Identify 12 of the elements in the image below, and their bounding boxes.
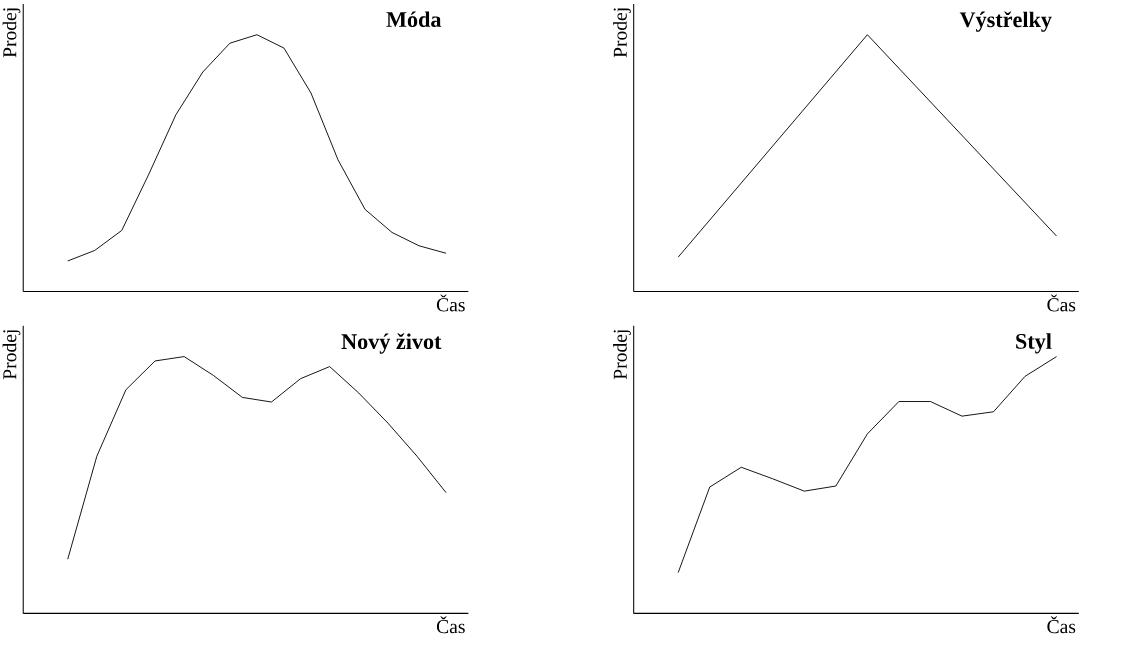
x-axis-title: Čas — [436, 616, 465, 634]
x-axis-title: Čas — [1047, 616, 1076, 634]
y-axis-title: Prodej — [2, 8, 21, 58]
y-axis-title: Prodej — [613, 330, 631, 380]
x-axis-title: Čas — [1047, 294, 1076, 312]
y-axis-title: Prodej — [613, 8, 631, 58]
y-axis-title: Prodej — [2, 330, 21, 380]
chart-title: Styl — [1016, 333, 1052, 354]
x-axis-title: Čas — [436, 294, 465, 312]
chart-title: Výstřelky — [959, 11, 1052, 32]
chart-title: Móda — [386, 11, 442, 28]
chart-title: Nový život — [341, 333, 442, 354]
